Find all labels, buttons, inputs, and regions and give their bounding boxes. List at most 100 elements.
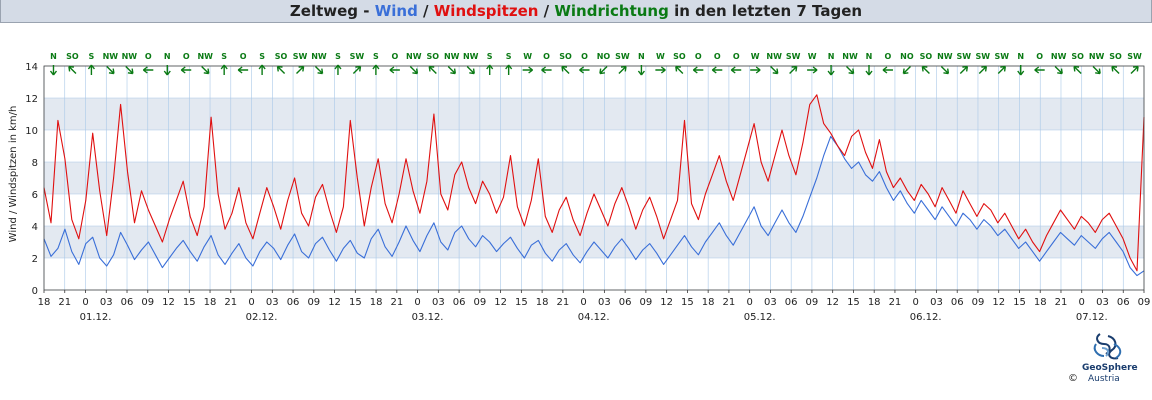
arrow-shape bbox=[1054, 65, 1063, 75]
direction-arrow-icon bbox=[940, 65, 950, 75]
direction-arrow-icon bbox=[655, 66, 666, 74]
x-tick-labels: 18 21 0 03 06 09 12 15 18 21 0 03 06 09 12 15 18 21 0 03 06 0… bbox=[38, 297, 1151, 308]
x-tick-label: 21 bbox=[58, 297, 71, 308]
direction-label: S bbox=[487, 52, 493, 61]
y-tick-label: 4 bbox=[32, 222, 38, 233]
arrow-shape bbox=[87, 64, 95, 75]
direction-label: O bbox=[183, 52, 190, 61]
x-tick-label: 18 bbox=[204, 297, 217, 308]
direction-arrow-icon bbox=[201, 65, 210, 75]
arrow-shape bbox=[1092, 65, 1101, 75]
x-tick-label: 21 bbox=[224, 297, 237, 308]
x-tick-label: 0 bbox=[580, 297, 586, 308]
direction-arrow-icon bbox=[997, 65, 1006, 75]
arrow-shape bbox=[334, 64, 342, 75]
direction-arrow-icon bbox=[522, 66, 534, 74]
direction-label: O bbox=[885, 52, 892, 61]
direction-arrow-icon bbox=[314, 65, 324, 75]
x-tick-label: 06 bbox=[785, 297, 798, 308]
direction-label: N bbox=[638, 52, 645, 61]
arrow-shape bbox=[692, 66, 704, 74]
direction-arrow-icon bbox=[711, 66, 723, 74]
direction-arrow-icon bbox=[618, 65, 627, 75]
x-tick-label: 15 bbox=[847, 297, 860, 308]
direction-label: SW bbox=[1127, 52, 1142, 61]
chart-title: Zeltweg - Wind / Windspitzen / Windricht… bbox=[0, 0, 1152, 23]
y-tick-label: 6 bbox=[32, 190, 38, 201]
direction-label: NW bbox=[406, 52, 422, 61]
direction-label: S bbox=[221, 52, 227, 61]
date-label: 05.12. bbox=[744, 312, 776, 323]
arrow-shape bbox=[921, 65, 930, 75]
arrow-shape bbox=[959, 65, 969, 75]
wind-direction-row: N SO S NW NW O N O NW S O S SO SW NW S SW S O NW SO NW NW S S W O S… bbox=[49, 52, 1142, 76]
direction-label: NW bbox=[122, 52, 138, 61]
direction-label: O bbox=[695, 52, 702, 61]
arrow-shape bbox=[428, 65, 437, 75]
direction-arrow-icon bbox=[237, 66, 249, 74]
direction-label: SO bbox=[427, 52, 440, 61]
arrow-shape bbox=[711, 66, 723, 74]
y-tick-label: 2 bbox=[32, 254, 38, 265]
x-tick-label: 09 bbox=[1138, 297, 1151, 308]
x-tick-label: 21 bbox=[889, 297, 902, 308]
direction-label: SO bbox=[1109, 52, 1122, 61]
direction-arrow-icon bbox=[1073, 65, 1082, 75]
direction-arrow-icon bbox=[1111, 65, 1120, 75]
direction-arrow-icon bbox=[675, 65, 684, 75]
arrow-shape bbox=[466, 65, 475, 75]
direction-arrow-icon bbox=[87, 64, 95, 75]
x-tick-label: 18 bbox=[1034, 297, 1047, 308]
x-tick-label: 09 bbox=[307, 297, 320, 308]
arrow-shape bbox=[675, 65, 684, 75]
background-bands bbox=[44, 98, 1144, 258]
arrow-shape bbox=[1130, 65, 1139, 75]
direction-arrow-icon bbox=[180, 66, 192, 74]
x-tick-label: 18 bbox=[38, 297, 51, 308]
arrow-shape bbox=[372, 64, 380, 75]
x-tick-label: 21 bbox=[390, 297, 403, 308]
direction-label: SW bbox=[350, 52, 365, 61]
x-tick-label: 03 bbox=[598, 297, 611, 308]
y-tick-label: 8 bbox=[32, 158, 38, 169]
direction-label: NW bbox=[937, 52, 953, 61]
title-sep2: / bbox=[538, 2, 555, 20]
title-sep1: / bbox=[417, 2, 434, 20]
direction-arrow-icon bbox=[106, 65, 115, 75]
direction-arrow-icon bbox=[258, 64, 266, 75]
direction-arrow-icon bbox=[49, 65, 58, 76]
direction-label: SO bbox=[275, 52, 288, 61]
arrow-shape bbox=[637, 65, 645, 76]
direction-label: S bbox=[89, 52, 95, 61]
arrow-shape bbox=[68, 65, 77, 75]
x-tick-label: 0 bbox=[1079, 297, 1085, 308]
direction-arrow-icon bbox=[352, 65, 362, 75]
direction-label: NW bbox=[311, 52, 327, 61]
y-tick-label: 12 bbox=[25, 94, 38, 105]
arrow-shape bbox=[142, 66, 154, 74]
y-tick-label: 14 bbox=[25, 62, 38, 73]
arrow-shape bbox=[561, 65, 570, 75]
arrow-shape bbox=[789, 65, 798, 75]
direction-arrow-icon bbox=[921, 65, 930, 75]
direction-arrow-icon bbox=[827, 65, 835, 76]
direction-arrow-icon bbox=[692, 66, 704, 74]
direction-arrow-icon bbox=[428, 65, 437, 75]
geosphere-logo-icon bbox=[1093, 333, 1122, 360]
arrow-shape bbox=[599, 65, 608, 75]
direction-label: NW bbox=[766, 52, 782, 61]
direction-label: O bbox=[145, 52, 152, 61]
x-tick-label: 03 bbox=[764, 297, 777, 308]
arrow-shape bbox=[827, 65, 835, 76]
title-suffix: in den letzten 7 Tagen bbox=[668, 2, 863, 20]
x-tick-label: 18 bbox=[536, 297, 549, 308]
arrow-shape bbox=[1034, 66, 1045, 74]
direction-arrow-icon bbox=[770, 65, 779, 75]
x-tick-label: 15 bbox=[681, 297, 694, 308]
direction-label: W bbox=[808, 52, 817, 61]
y-tick-labels: 0 2 4 6 8 10 12 14 bbox=[25, 62, 38, 297]
direction-arrow-icon bbox=[447, 65, 456, 75]
x-tick-label: 09 bbox=[972, 297, 985, 308]
direction-label: S bbox=[335, 52, 341, 61]
direction-label: O bbox=[543, 52, 550, 61]
